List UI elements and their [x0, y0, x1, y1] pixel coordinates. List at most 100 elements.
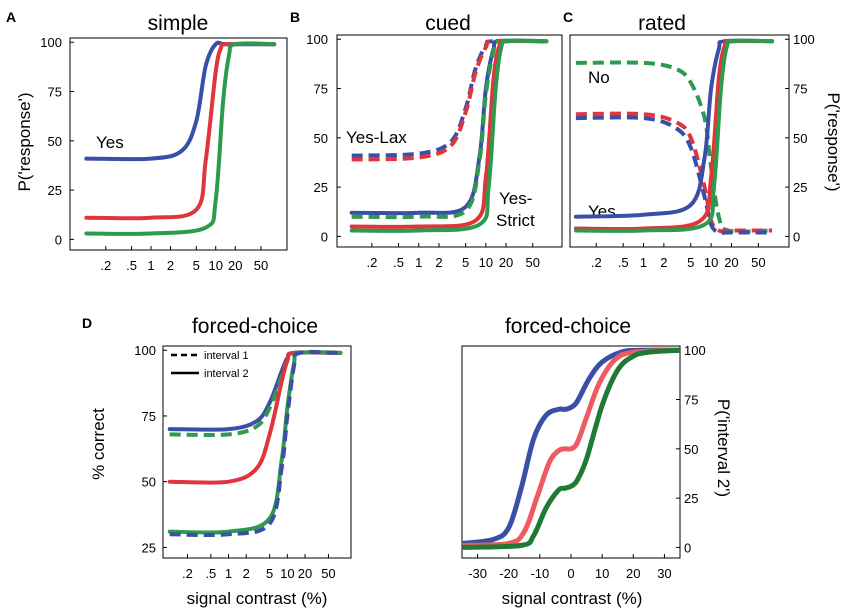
panel-e-xlabel: signal contrast (%): [502, 589, 643, 608]
x-tick-label: 20: [298, 566, 312, 581]
y-tick-label: 50: [314, 131, 328, 146]
series-group: [84, 40, 277, 236]
x-tick-label: 10: [479, 255, 493, 270]
x-tick-label: 0: [567, 566, 574, 581]
x-tick-label: 2: [243, 566, 250, 581]
x-tick-label: 5: [266, 566, 273, 581]
annotation-no: No: [588, 68, 610, 87]
panel-d-xlabel: signal contrast (%): [187, 589, 328, 608]
x-tick-label: 10: [208, 258, 222, 273]
y-tick-label: 75: [684, 393, 698, 408]
series-group: [349, 38, 549, 233]
x-tick-label: 5: [462, 255, 469, 270]
series-line-blue-solid: [167, 350, 343, 432]
x-tick-label: 20: [499, 255, 513, 270]
series-line-green-solid: [167, 350, 343, 535]
plot-frame: [69, 37, 288, 251]
y-tick-label: 25: [142, 540, 156, 555]
panel-d-ylabel: % correct: [89, 408, 108, 480]
y-tick-label: 100: [684, 343, 706, 358]
y-tick-label: 75: [48, 85, 62, 100]
series-line-green-solid: [573, 38, 775, 233]
x-tick-label: -30: [468, 566, 487, 581]
panel-d-title: forced-choice: [192, 315, 318, 338]
series-line-blue-solid: [349, 38, 549, 216]
panel-c-ylabel: P('response'): [824, 92, 843, 191]
x-tick-label: 20: [626, 566, 640, 581]
panel-d: D forced-choice % correct signal contras…: [82, 315, 352, 608]
series-line-blue-solid: [573, 38, 775, 219]
legend-interval-2: interval 2: [204, 368, 249, 380]
x-tick-label: 10: [595, 566, 609, 581]
y-tick-label: 100: [793, 32, 815, 47]
x-tick-label: .5: [618, 255, 629, 270]
annotation-yes-strict-1: Yes-: [499, 189, 532, 208]
series-group: [573, 38, 775, 236]
x-tick-label: -10: [530, 566, 549, 581]
x-tick-label: 10: [704, 255, 718, 270]
y-tick-label: 0: [321, 229, 328, 244]
x-tick-label: 5: [687, 255, 694, 270]
series-line-blue-dashed: [169, 349, 341, 538]
series-group: [462, 347, 680, 550]
series-line-red_light-solid: [462, 347, 680, 548]
series-line-green-dashed: [351, 38, 547, 220]
x-tick-label: 1: [225, 566, 232, 581]
panel-label-a: A: [6, 9, 16, 25]
plot-frame: [336, 34, 563, 248]
panel-a-title: simple: [148, 12, 209, 35]
x-tick-label: 50: [321, 566, 335, 581]
x-tick-label: 2: [660, 255, 667, 270]
panel-c: C rated P('response') No Yes 0255075100.…: [563, 9, 843, 270]
panel-e-ylabel: P('interval 2'): [714, 399, 733, 497]
x-tick-label: 50: [254, 258, 268, 273]
x-tick-label: 10: [280, 566, 294, 581]
y-tick-label: 100: [40, 35, 62, 50]
y-tick-label: 50: [48, 134, 62, 149]
plot-frame: [569, 34, 790, 248]
legend-interval-1: interval 1: [204, 350, 249, 362]
y-tick-label: 50: [684, 442, 698, 457]
x-tick-label: 20: [228, 258, 242, 273]
x-tick-label: .5: [126, 258, 137, 273]
plot-frame: [162, 345, 352, 559]
panel-label-b: B: [290, 9, 300, 25]
y-tick-label: 75: [314, 82, 328, 97]
y-tick-label: 100: [306, 32, 328, 47]
x-tick-label: 30: [657, 566, 671, 581]
panel-e: forced-choice P('interval 2') signal con…: [461, 315, 733, 608]
annotation-yes-lax: Yes-Lax: [346, 128, 407, 147]
panel-a-ylabel: P('response'): [15, 92, 34, 191]
y-tick-label: 0: [793, 229, 800, 244]
y-tick-label: 75: [793, 82, 807, 97]
y-tick-label: 100: [134, 343, 156, 358]
series-line-green-solid: [349, 38, 549, 233]
panel-c-title: rated: [638, 12, 686, 35]
panel-e-title: forced-choice: [505, 315, 631, 338]
x-tick-label: .2: [366, 255, 377, 270]
series-group: [167, 349, 343, 538]
x-tick-label: -20: [499, 566, 518, 581]
y-tick-label: 0: [55, 232, 62, 247]
series-line-green-dashed: [575, 60, 773, 234]
series-line-green_dark-solid: [462, 347, 680, 550]
x-tick-label: .2: [182, 566, 193, 581]
panel-label-c: C: [563, 9, 573, 25]
x-tick-label: .5: [393, 255, 404, 270]
x-tick-label: 5: [193, 258, 200, 273]
legend: interval 1 interval 2: [171, 350, 249, 380]
annotation-yes-strict-2: Strict: [496, 211, 535, 230]
y-tick-label: 50: [142, 475, 156, 490]
panel-a: A simple P('response') Yes 0255075100.2.…: [6, 9, 288, 273]
x-tick-label: 1: [147, 258, 154, 273]
x-tick-label: .2: [591, 255, 602, 270]
y-tick-label: 75: [142, 409, 156, 424]
y-tick-label: 25: [48, 183, 62, 198]
x-tick-label: 50: [526, 255, 540, 270]
y-tick-label: 50: [793, 131, 807, 146]
series-line-red-dashed: [351, 38, 547, 162]
x-tick-label: 1: [415, 255, 422, 270]
x-tick-label: 2: [167, 258, 174, 273]
y-tick-label: 25: [793, 180, 807, 195]
x-tick-label: 20: [724, 255, 738, 270]
